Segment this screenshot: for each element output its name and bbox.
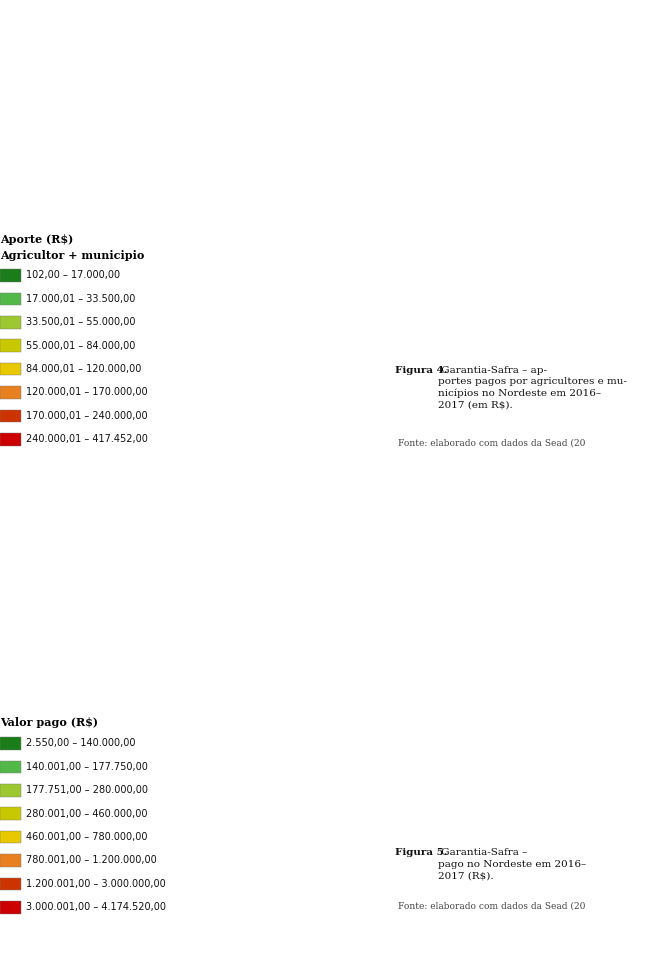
- FancyBboxPatch shape: [0, 433, 21, 446]
- Text: 240.000,01 – 417.452,00: 240.000,01 – 417.452,00: [26, 434, 148, 445]
- Text: 2.550,00 – 140.000,00: 2.550,00 – 140.000,00: [26, 738, 135, 749]
- FancyBboxPatch shape: [0, 737, 21, 750]
- Text: 177.751,00 – 280.000,00: 177.751,00 – 280.000,00: [26, 785, 148, 796]
- FancyBboxPatch shape: [0, 901, 21, 914]
- Text: 460.001,00 – 780.000,00: 460.001,00 – 780.000,00: [26, 832, 147, 842]
- Bar: [0, 0, 664, 483]
- Bar: [0, 492, 664, 975]
- FancyBboxPatch shape: [0, 292, 21, 305]
- FancyBboxPatch shape: [0, 784, 21, 797]
- Text: 1.200.001,00 – 3.000.000,00: 1.200.001,00 – 3.000.000,00: [26, 878, 165, 889]
- Text: 280.001,00 – 460.000,00: 280.001,00 – 460.000,00: [26, 808, 147, 819]
- Text: Aporte (R$): Aporte (R$): [0, 234, 73, 245]
- Text: 140.001,00 – 177.750,00: 140.001,00 – 177.750,00: [26, 761, 148, 772]
- Text: Fonte: elaborado com dados da Sead (20: Fonte: elaborado com dados da Sead (20: [398, 439, 585, 448]
- FancyBboxPatch shape: [0, 339, 21, 352]
- Text: Garantia-Safra – ap-
portes pagos por agricultores e mu-
nicípios no Nordeste em: Garantia-Safra – ap- portes pagos por ag…: [438, 366, 627, 410]
- FancyBboxPatch shape: [0, 269, 21, 282]
- Text: 780.001,00 – 1.200.000,00: 780.001,00 – 1.200.000,00: [26, 855, 157, 866]
- Text: Valor pago (R$): Valor pago (R$): [0, 717, 98, 727]
- Text: 84.000,01 – 120.000,00: 84.000,01 – 120.000,00: [26, 364, 141, 374]
- Text: Agricultor + municipio: Agricultor + municipio: [0, 250, 144, 260]
- Text: Figura 5.: Figura 5.: [395, 848, 448, 857]
- Text: Figura 4.: Figura 4.: [395, 366, 448, 374]
- FancyBboxPatch shape: [0, 878, 21, 890]
- FancyBboxPatch shape: [0, 386, 21, 399]
- Text: 170.000,01 – 240.000,00: 170.000,01 – 240.000,00: [26, 410, 147, 421]
- Text: 120.000,01 – 170.000,00: 120.000,01 – 170.000,00: [26, 387, 147, 398]
- FancyBboxPatch shape: [0, 831, 21, 843]
- Text: 17.000,01 – 33.500,00: 17.000,01 – 33.500,00: [26, 293, 135, 304]
- Text: 55.000,01 – 84.000,00: 55.000,01 – 84.000,00: [26, 340, 135, 351]
- FancyBboxPatch shape: [0, 410, 21, 422]
- Text: 102,00 – 17.000,00: 102,00 – 17.000,00: [26, 270, 120, 281]
- FancyBboxPatch shape: [0, 854, 21, 867]
- FancyBboxPatch shape: [0, 363, 21, 375]
- Text: 33.500,01 – 55.000,00: 33.500,01 – 55.000,00: [26, 317, 135, 328]
- FancyBboxPatch shape: [0, 316, 21, 329]
- Text: 3.000.001,00 – 4.174.520,00: 3.000.001,00 – 4.174.520,00: [26, 902, 166, 913]
- Text: Garantia-Safra –
pago no Nordeste em 2016–
2017 (R$).: Garantia-Safra – pago no Nordeste em 201…: [438, 848, 586, 880]
- Text: Fonte: elaborado com dados da Sead (20: Fonte: elaborado com dados da Sead (20: [398, 902, 585, 911]
- FancyBboxPatch shape: [0, 807, 21, 820]
- FancyBboxPatch shape: [0, 760, 21, 773]
